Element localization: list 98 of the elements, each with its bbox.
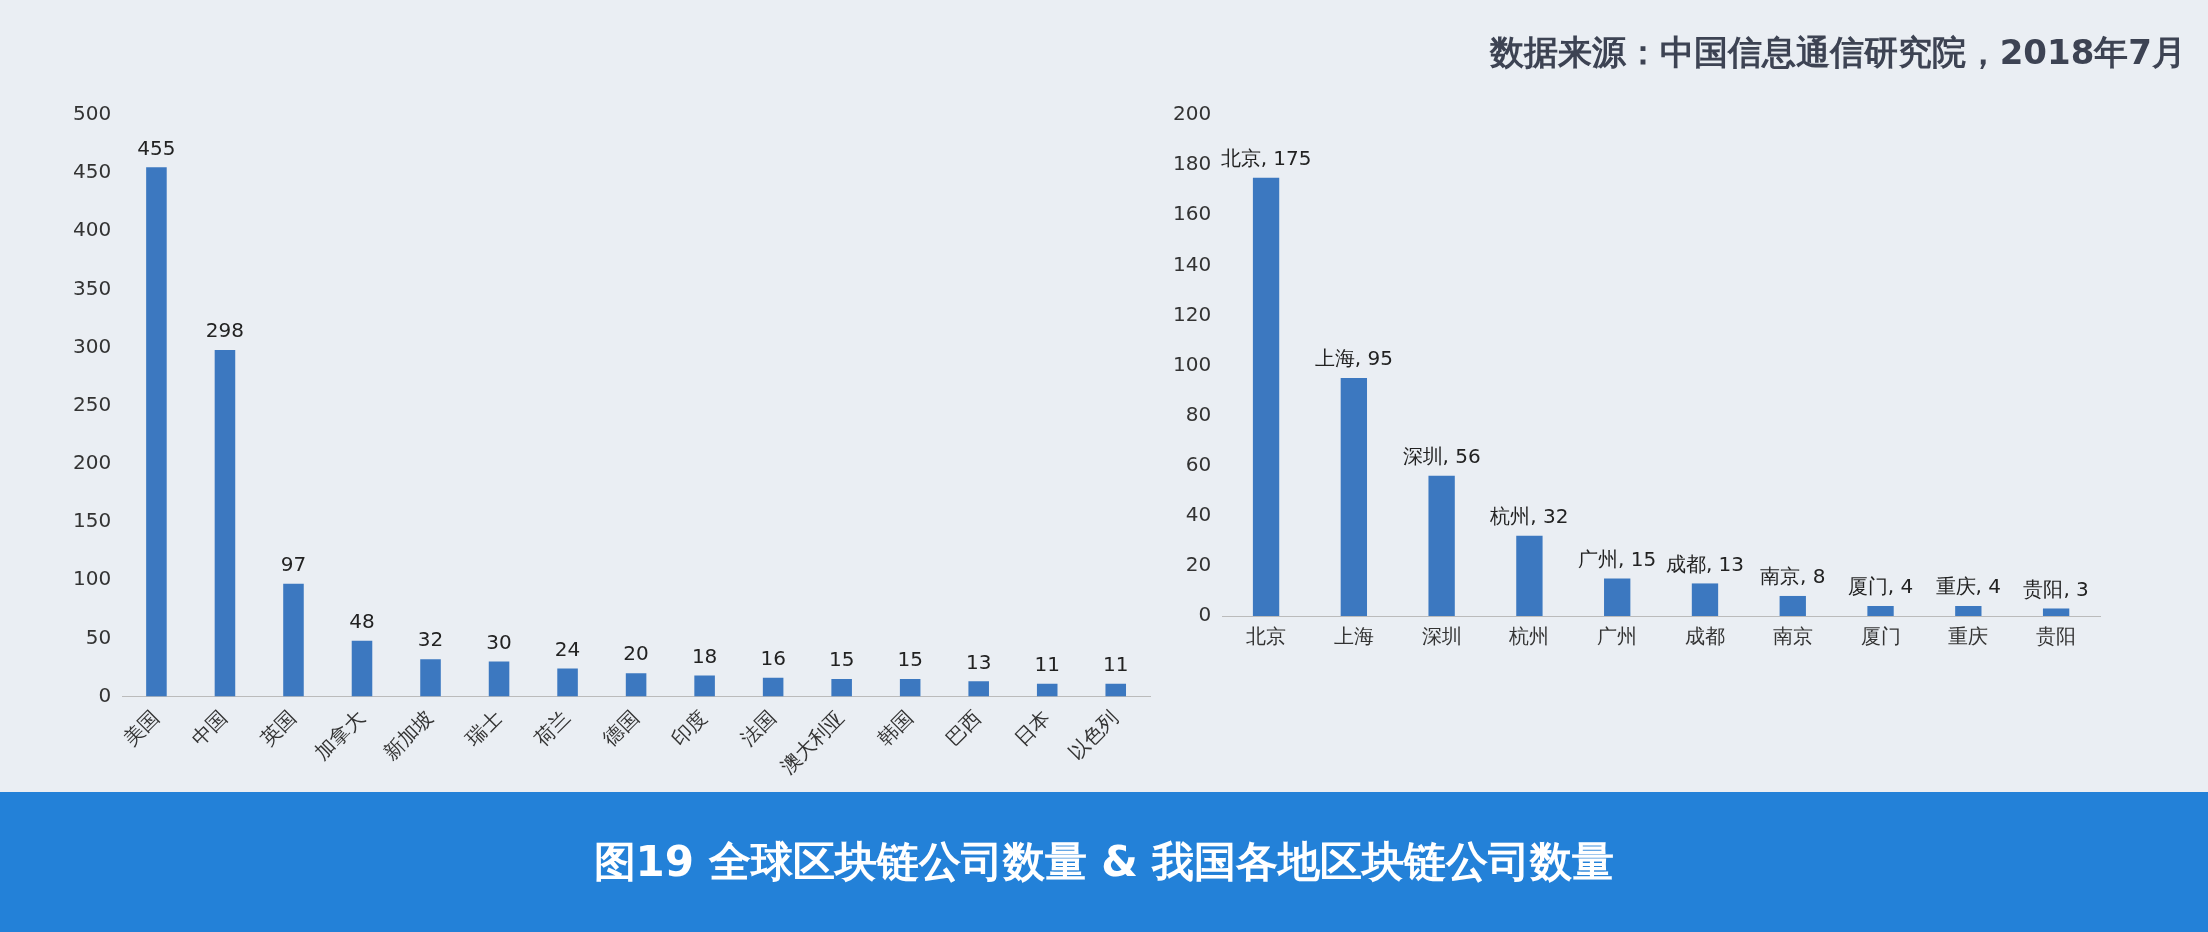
- x-tick-label: 南京: [1772, 624, 1813, 649]
- bar: [968, 681, 989, 697]
- bar: [1428, 475, 1455, 616]
- data-label: 298: [205, 318, 245, 343]
- x-tick-label: 上海: [1333, 624, 1374, 649]
- bar: [488, 661, 510, 697]
- data-label: 11: [1103, 651, 1129, 676]
- y-tick-label: 500: [72, 101, 112, 126]
- y-tick-label: 200: [1172, 101, 1212, 126]
- x-tick-label: 韩国: [872, 705, 918, 751]
- x-tick-label: 贵阳: [2036, 624, 2077, 649]
- y-tick-label: 250: [72, 391, 112, 416]
- x-tick-label: 以色列: [1063, 705, 1123, 765]
- y-tick-label: 400: [72, 217, 112, 242]
- y-tick-label: 120: [1172, 301, 1212, 326]
- y-tick-label: 40: [1185, 502, 1212, 526]
- x-tick-label: 杭州: [1508, 624, 1550, 649]
- x-tick-label: 印度: [666, 705, 712, 751]
- data-label: 广州, 15: [1578, 546, 1657, 571]
- x-tick-label: 厦门: [1860, 624, 1901, 649]
- y-tick-label: 300: [72, 333, 112, 358]
- bar: [899, 679, 921, 697]
- bar: [1252, 177, 1280, 616]
- y-tick-label: 160: [1172, 201, 1212, 226]
- x-tick-label: 广州: [1597, 624, 1638, 649]
- y-tick-label: 450: [72, 159, 112, 184]
- data-label: 深圳, 56: [1402, 443, 1481, 468]
- bar: [146, 167, 167, 697]
- data-label: 18: [691, 643, 718, 668]
- bar: [1036, 683, 1058, 697]
- y-tick-label: 100: [1172, 351, 1212, 376]
- data-label: 成都, 13: [1665, 551, 1745, 576]
- data-label: 15: [828, 647, 855, 672]
- data-label: 30: [486, 629, 512, 654]
- text: 图19 全球区块链公司数量 & 我国各地区块链公司数量: [0, 792, 2208, 932]
- bar: [1516, 535, 1543, 616]
- data-label: 上海, 95: [1314, 346, 1393, 371]
- bar: [831, 679, 852, 697]
- x-tick-label: 德国: [598, 705, 644, 751]
- y-tick-label: 50: [85, 624, 112, 649]
- data-label: 48: [349, 608, 375, 633]
- x-tick-label: 荷兰: [529, 705, 575, 751]
- x-tick-label: 成都: [1684, 624, 1725, 649]
- data-label: 13: [965, 649, 992, 674]
- y-tick-label: 150: [72, 508, 112, 533]
- data-label: 32: [417, 627, 444, 652]
- bar: [283, 583, 304, 697]
- bar: [694, 675, 715, 697]
- x-tick-label: 法国: [735, 705, 781, 751]
- y-tick-label: 0: [98, 682, 112, 707]
- x-tick-label: 日本: [1009, 705, 1055, 751]
- y-tick-label: 0: [1198, 602, 1212, 627]
- y-tick-label: 80: [1185, 401, 1212, 426]
- bar: [625, 673, 647, 697]
- bar: [1955, 605, 1982, 616]
- bar: [1691, 583, 1719, 616]
- bar: [1340, 378, 1368, 616]
- y-tick-label: 140: [1172, 251, 1212, 276]
- x-tick-label: 瑞士: [461, 705, 507, 751]
- y-tick-label: 350: [72, 275, 112, 300]
- x-tick-label: 重庆: [1948, 624, 1989, 649]
- data-label: 厦门, 4: [1847, 574, 1914, 599]
- data-label: 杭州, 32: [1489, 504, 1569, 529]
- data-label: 11: [1034, 651, 1060, 676]
- x-tick-label: 中国: [186, 705, 233, 751]
- bar: [2042, 608, 2070, 616]
- data-label: 16: [760, 646, 786, 671]
- bar: [351, 640, 373, 697]
- source-note: 数据来源：中国信息通信研究院，2018年7月: [1489, 31, 2186, 74]
- data-label: 重庆, 4: [1935, 574, 2002, 599]
- x-tick-label: 巴西: [940, 705, 986, 751]
- bar: [762, 677, 784, 697]
- bar: [1604, 578, 1631, 616]
- y-tick-label: 20: [1185, 552, 1212, 577]
- data-label: 97: [280, 551, 307, 576]
- data-label: 20: [623, 641, 649, 666]
- data-label: 北京, 175: [1220, 145, 1312, 170]
- x-tick-label: 美国: [118, 705, 164, 751]
- data-label: 455: [137, 135, 176, 160]
- y-tick-label: 60: [1185, 451, 1212, 476]
- bar: [1105, 683, 1127, 697]
- y-tick-label: 180: [1172, 151, 1212, 176]
- x-tick-label: 新加坡: [378, 705, 438, 765]
- bar: [1867, 605, 1894, 616]
- x-tick-label: 深圳: [1421, 624, 1462, 649]
- y-tick-label: 200: [72, 450, 112, 475]
- bar: [420, 659, 441, 697]
- data-label: 15: [897, 647, 923, 672]
- data-label: 南京, 8: [1760, 564, 1826, 589]
- bar: [1779, 595, 1806, 616]
- data-label: 24: [554, 636, 581, 661]
- x-tick-label: 英国: [255, 705, 301, 751]
- data-label: 贵阳, 3: [2023, 576, 2089, 601]
- y-tick-label: 100: [72, 566, 112, 591]
- bar: [557, 668, 578, 697]
- x-tick-label: 北京: [1246, 624, 1287, 649]
- bar: [214, 349, 236, 697]
- x-tick-label: 加拿大: [309, 705, 370, 765]
